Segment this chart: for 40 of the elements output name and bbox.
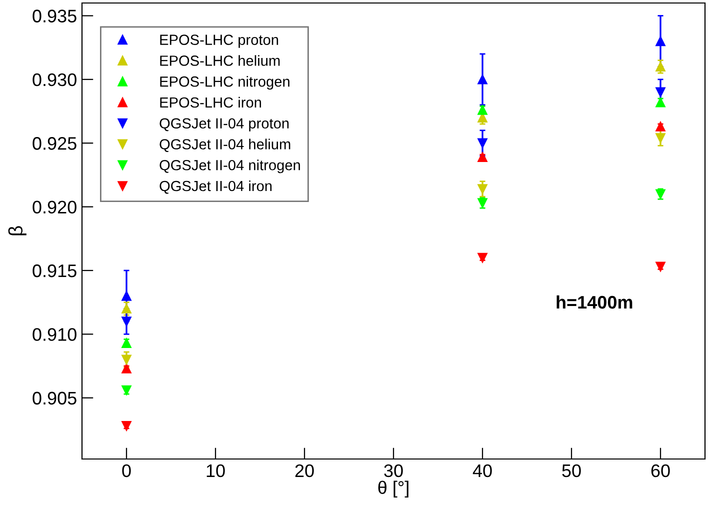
legend-label: QGSJet II-04 iron (160, 180, 272, 194)
legend-label: EPOS-LHC iron (160, 96, 261, 108)
point (122, 385, 132, 396)
y-tick-label: 0.905 (32, 392, 76, 405)
annotation: h=1400m (556, 295, 632, 309)
legend-label: QGSJet II-04 nitrogen (160, 160, 300, 174)
x-tick-label: 0 (122, 464, 131, 478)
x-tick-label: 20 (295, 464, 314, 478)
x-tick-label: 50 (562, 464, 581, 478)
point (478, 184, 488, 194)
y-axis-title: β (8, 226, 26, 236)
point (656, 97, 666, 108)
y-tick-label: 0.915 (32, 264, 76, 278)
legend-label: EPOS-LHC proton (160, 34, 278, 48)
legend-label: EPOS-LHC nitrogen (160, 76, 290, 90)
y-tick-label: 0.930 (32, 73, 76, 86)
y-tick-label: 0.935 (32, 10, 76, 22)
legend-label: QGSJet II-04 proton (160, 118, 289, 132)
y-tick-label: 0.920 (32, 200, 76, 214)
x-axis-title: θ [°] (378, 480, 408, 498)
point (478, 74, 488, 84)
x-tick-label: 10 (206, 464, 225, 478)
point (656, 133, 666, 143)
point (122, 291, 132, 301)
x-tick-label: 40 (472, 464, 492, 478)
y-tick-label: 0.925 (32, 137, 76, 150)
point (122, 421, 132, 431)
legend-label: EPOS-LHC helium (160, 55, 280, 66)
x-tick-label: 30 (384, 464, 403, 478)
point (656, 36, 666, 46)
point (478, 198, 488, 208)
x-tick-label: 60 (651, 464, 670, 478)
point (656, 262, 666, 272)
point (656, 87, 666, 98)
y-tick-label: 0.910 (32, 328, 76, 341)
point (478, 138, 488, 148)
point (122, 354, 132, 365)
point (122, 338, 132, 348)
point (478, 252, 488, 263)
legend-label: QGSJet II-04 helium (160, 138, 290, 152)
